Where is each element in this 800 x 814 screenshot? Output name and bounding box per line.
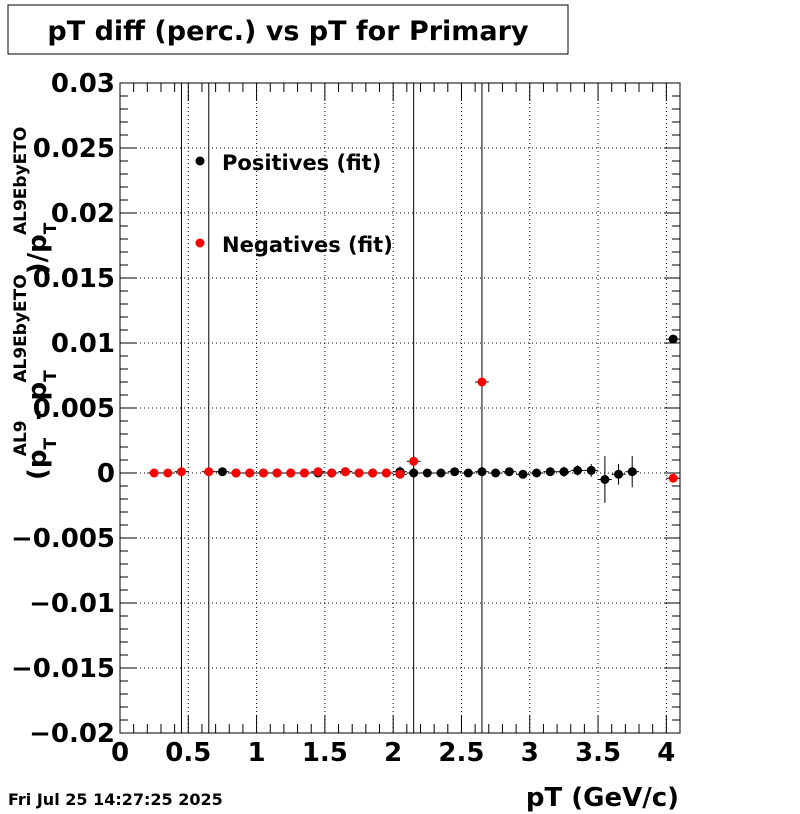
y-tick-label: 0.02 [51,199,115,229]
point-negative [176,467,186,477]
y-tick-label: −0.015 [11,654,115,684]
point-positive [504,467,514,477]
point-negative [368,468,378,478]
point-positive [463,468,473,478]
x-tick-label: 1 [248,738,266,768]
legend-label-positives: Positives (fit) [222,151,381,175]
point-positive [436,468,446,478]
y-label-sup2: AL9EbyETO [11,274,31,382]
x-tick-label: 3 [521,738,539,768]
y-tick-label: 0.015 [33,264,115,294]
point-positive [559,467,569,477]
svg-text:(pTAL9- pTAL9EbyETO)/pTAL9EbyE: (pTAL9- pTAL9EbyETO)/pTAL9EbyETO [11,127,61,480]
data-points [147,334,680,503]
legend-marker-negatives [195,238,205,248]
grid [120,83,680,733]
point-negative [163,468,173,478]
point-positive [409,468,419,478]
y-label-minus: - p [23,382,53,420]
legend-marker-positives [195,156,205,166]
x-tick-label: 1.5 [302,738,348,768]
point-positive [518,469,528,479]
x-tick-label: 2.5 [438,738,484,768]
y-label-sup3: AL9EbyETO [11,127,31,235]
y-tick-label: 0.025 [33,134,115,164]
y-tick-label: 0.03 [51,69,115,99]
point-positive [573,465,583,475]
y-tick-label: 0.01 [51,329,115,359]
point-positive [532,468,542,478]
point-positive [422,468,432,478]
point-negative [340,467,350,477]
y-tick-label: −0.005 [11,524,115,554]
y-tick-label: −0.02 [29,719,115,749]
point-negative [245,468,255,478]
y-tick-label: −0.01 [29,589,115,619]
y-label-open: (p [23,450,53,481]
legend-label-negatives: Negatives (fit) [222,233,393,257]
x-tick-label: 0.5 [165,738,211,768]
point-positive [627,467,637,477]
point-positive [614,469,624,479]
point-negative [354,468,364,478]
tick-labels: 0 0.5 1 1.5 2 2.5 3 3.5 4 −0.02 −0.015 −0.01 −0.005 0… [11,69,675,768]
point-negative [668,473,678,483]
y-tick-label: 0 [97,459,115,489]
point-positive [477,467,487,477]
point-positive [668,334,678,344]
point-positive [545,467,555,477]
y-label-sub2: T [41,370,61,382]
point-positive [217,467,227,477]
point-negative [272,468,282,478]
point-negative [204,467,214,477]
x-tick-label: 3.5 [575,738,621,768]
point-negative [286,468,296,478]
y-label-mid: )/p [23,234,53,274]
point-negative [381,468,391,478]
point-negative [327,468,337,478]
point-negative [477,377,487,387]
x-axis-label: pT (GeV/c) [526,783,679,813]
point-positive [450,467,460,477]
y-axis-label: (pTAL9- pTAL9EbyETO)/pTAL9EbyETO [11,127,61,480]
chart-title: pT diff (perc.) vs pT for Primary [47,16,529,47]
point-negative [299,468,309,478]
x-tick-label: 4 [657,738,675,768]
point-positive [586,465,596,475]
point-negative [258,468,268,478]
y-label-sub3: T [41,222,61,234]
x-tick-label: 2 [384,738,402,768]
point-negative [149,468,159,478]
point-negative [409,456,419,466]
y-tick-label: 0.005 [33,394,115,424]
timestamp: Fri Jul 25 14:27:25 2025 [8,790,223,809]
full-height-error-bars [180,83,483,733]
y-label-sup1: AL9 [11,420,31,456]
point-positive [600,475,610,484]
axis-ticks [119,82,681,734]
point-negative [231,468,241,478]
point-negative [395,469,405,479]
x-tick-label: 0 [111,738,129,768]
point-positive [491,468,501,478]
title-box [7,4,569,55]
point-negative [313,467,323,477]
y-label-sub1: T [41,438,61,450]
